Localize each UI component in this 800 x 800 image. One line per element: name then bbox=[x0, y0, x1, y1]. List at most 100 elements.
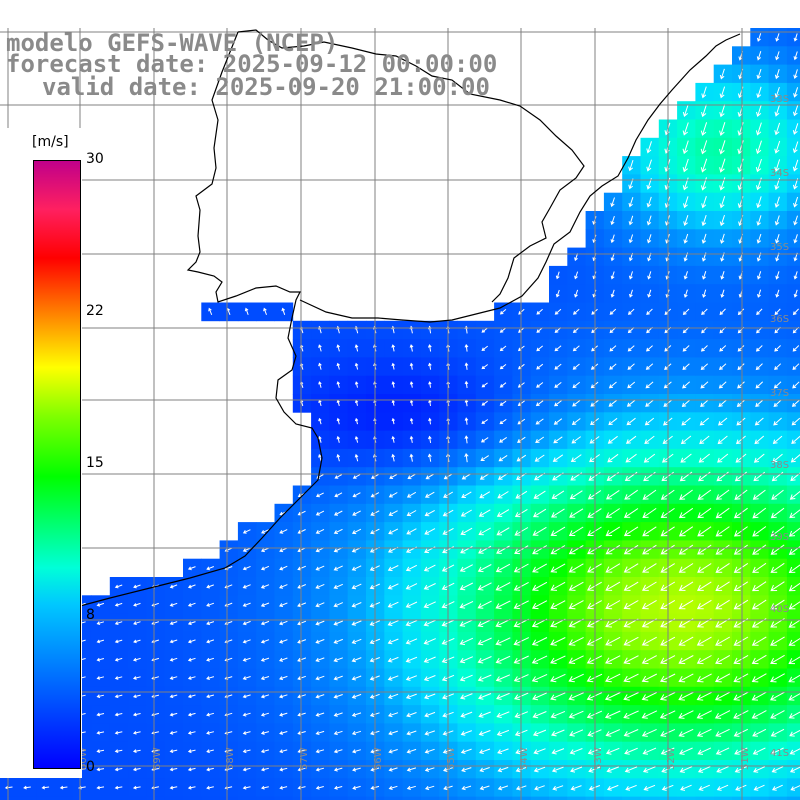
wind-cell bbox=[677, 796, 696, 800]
wind-cell bbox=[54, 796, 74, 800]
wind-arrow bbox=[568, 544, 584, 555]
wind-cell bbox=[786, 467, 800, 486]
wind-arrow bbox=[405, 583, 418, 590]
wind-arrow bbox=[495, 563, 511, 573]
wind-arrow bbox=[260, 620, 270, 626]
wind-arrow bbox=[757, 289, 762, 298]
wind-arrow bbox=[479, 748, 491, 754]
wind-cell bbox=[786, 540, 800, 560]
wind-arrow bbox=[279, 785, 288, 790]
wind-arrow bbox=[318, 454, 322, 462]
wind-arrow bbox=[678, 526, 694, 537]
wind-arrow bbox=[531, 655, 548, 664]
wind-arrow bbox=[242, 584, 251, 589]
wind-cell bbox=[36, 796, 56, 800]
wind-arrow bbox=[497, 766, 509, 773]
wind-arrow bbox=[187, 785, 196, 790]
wind-cell bbox=[128, 796, 147, 800]
wind-arrow bbox=[388, 712, 399, 718]
wind-arrow bbox=[701, 86, 707, 99]
wind-arrow bbox=[718, 381, 727, 389]
wind-arrow bbox=[351, 638, 362, 644]
wind-arrow bbox=[187, 584, 196, 589]
wind-arrow bbox=[406, 491, 417, 498]
wind-arrow bbox=[717, 417, 728, 426]
wind-cell bbox=[786, 82, 800, 102]
wind-arrow bbox=[428, 435, 432, 443]
wind-arrow bbox=[133, 602, 141, 607]
wind-arrow bbox=[133, 584, 141, 589]
wind-arrow bbox=[755, 399, 764, 408]
wind-arrow bbox=[499, 418, 507, 425]
wind-arrow bbox=[114, 749, 123, 753]
wind-arrow bbox=[318, 381, 322, 388]
wind-arrow bbox=[568, 655, 584, 664]
wind-arrow bbox=[481, 345, 489, 351]
wind-arrow bbox=[625, 435, 637, 444]
wind-arrow bbox=[696, 655, 712, 665]
wind-arrow bbox=[477, 674, 492, 682]
wind-arrow bbox=[678, 710, 694, 719]
wind-arrow bbox=[387, 583, 399, 590]
wind-arrow bbox=[682, 104, 689, 117]
wind-cell bbox=[786, 119, 800, 139]
wind-arrow bbox=[788, 527, 800, 537]
wind-arrow bbox=[169, 694, 178, 699]
wind-arrow bbox=[315, 565, 325, 571]
wind-arrow bbox=[515, 490, 528, 499]
wind-arrow bbox=[624, 489, 638, 500]
lat-label: 34S bbox=[770, 168, 789, 179]
wind-arrow bbox=[515, 785, 527, 791]
wind-arrow bbox=[788, 601, 800, 610]
wind-arrow bbox=[770, 728, 785, 737]
wind-cell bbox=[786, 174, 800, 194]
wind-arrow bbox=[736, 399, 746, 408]
wind-cell bbox=[439, 796, 458, 800]
wind-arrow bbox=[96, 785, 105, 790]
wind-arrow bbox=[459, 674, 473, 682]
wind-arrow bbox=[569, 729, 584, 737]
wind-cell bbox=[786, 650, 800, 669]
wind-arrow bbox=[719, 104, 726, 118]
wind-arrow bbox=[406, 785, 416, 790]
wind-arrow bbox=[609, 345, 617, 352]
wind-cell bbox=[640, 796, 660, 800]
wind-arrow bbox=[646, 141, 652, 154]
wind-arrow bbox=[756, 51, 762, 61]
wind-arrow bbox=[96, 767, 105, 772]
wind-arrow bbox=[628, 159, 634, 172]
wind-arrow bbox=[697, 507, 712, 519]
wind-arrow bbox=[683, 233, 689, 244]
wind-arrow bbox=[479, 767, 490, 773]
wind-arrow bbox=[753, 784, 765, 791]
wind-arrow bbox=[315, 583, 325, 589]
wind-arrow bbox=[570, 454, 582, 463]
wind-arrow bbox=[646, 196, 652, 208]
wind-arrow bbox=[187, 676, 196, 680]
wind-arrow bbox=[756, 233, 762, 244]
wind-arrow bbox=[682, 140, 689, 155]
wind-arrow bbox=[679, 471, 693, 482]
wind-arrow bbox=[645, 399, 654, 407]
wind-arrow bbox=[572, 363, 580, 370]
wind-arrow bbox=[553, 418, 563, 425]
wind-arrow bbox=[460, 527, 473, 536]
wind-arrow bbox=[550, 673, 566, 683]
wind-arrow bbox=[315, 694, 325, 699]
wind-arrow bbox=[629, 289, 633, 298]
wind-arrow bbox=[423, 601, 436, 609]
wind-arrow bbox=[187, 621, 196, 626]
wind-arrow bbox=[752, 581, 767, 592]
wind-arrow bbox=[733, 636, 749, 646]
wind-arrow bbox=[536, 382, 544, 388]
wind-arrow bbox=[680, 784, 692, 791]
wind-arrow bbox=[775, 271, 780, 280]
wind-arrow bbox=[788, 711, 800, 719]
wind-arrow bbox=[533, 508, 547, 518]
wind-arrow bbox=[297, 767, 306, 772]
wind-cell bbox=[0, 796, 19, 800]
wind-arrow bbox=[535, 400, 544, 407]
wind-cell bbox=[494, 796, 513, 800]
wind-arrow bbox=[752, 507, 767, 519]
wind-arrow bbox=[334, 785, 343, 790]
